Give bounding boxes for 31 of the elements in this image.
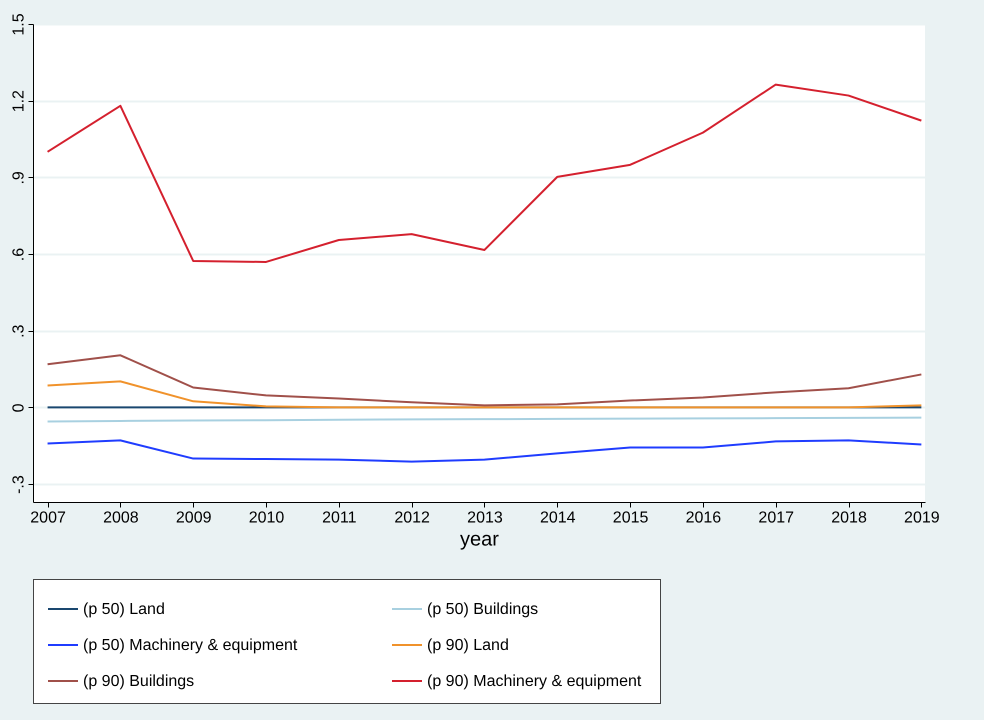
x-tick-label: 2019	[904, 510, 940, 526]
y-tick-label: 1.2	[10, 90, 28, 112]
legend-label: (p 90) Buildings	[83, 673, 194, 690]
line-series	[46, 84, 922, 263]
y-tick-label: 1.5	[10, 13, 28, 36]
legend-label: (p 90) Land	[427, 637, 509, 654]
y-tick-label: .6	[10, 248, 28, 262]
legend-label: (p 50) Machinery & equipment	[83, 637, 298, 654]
x-tick-label: 2011	[322, 510, 357, 526]
x-tick-label: 2012	[394, 510, 430, 526]
x-tick-label: 2018	[831, 510, 867, 526]
line-series	[46, 439, 922, 463]
line-series	[46, 354, 922, 406]
y-tick-label: .3	[10, 324, 28, 338]
x-tick-label: 2009	[176, 510, 212, 526]
x-tick-label: 2017	[758, 510, 794, 526]
line-series	[46, 380, 922, 408]
x-tick-label: 2007	[30, 510, 66, 526]
legend-label: (p 90) Machinery & equipment	[427, 673, 642, 690]
y-tick-label: 0	[10, 403, 28, 412]
x-tick-label: 2010	[248, 510, 284, 526]
x-tick-label: 2013	[467, 510, 503, 526]
x-tick-label: 2008	[103, 510, 139, 526]
x-tick-label: 2014	[540, 510, 576, 526]
x-tick-label: 2015	[612, 510, 648, 526]
x-tick-label: 2016	[686, 510, 722, 526]
y-tick-label: -.3	[10, 475, 28, 494]
x-axis-title: year	[460, 528, 500, 550]
legend-label: (p 50) Land	[83, 601, 165, 618]
y-tick-label: .9	[10, 171, 28, 185]
legend-label: (p 50) Buildings	[427, 601, 538, 618]
